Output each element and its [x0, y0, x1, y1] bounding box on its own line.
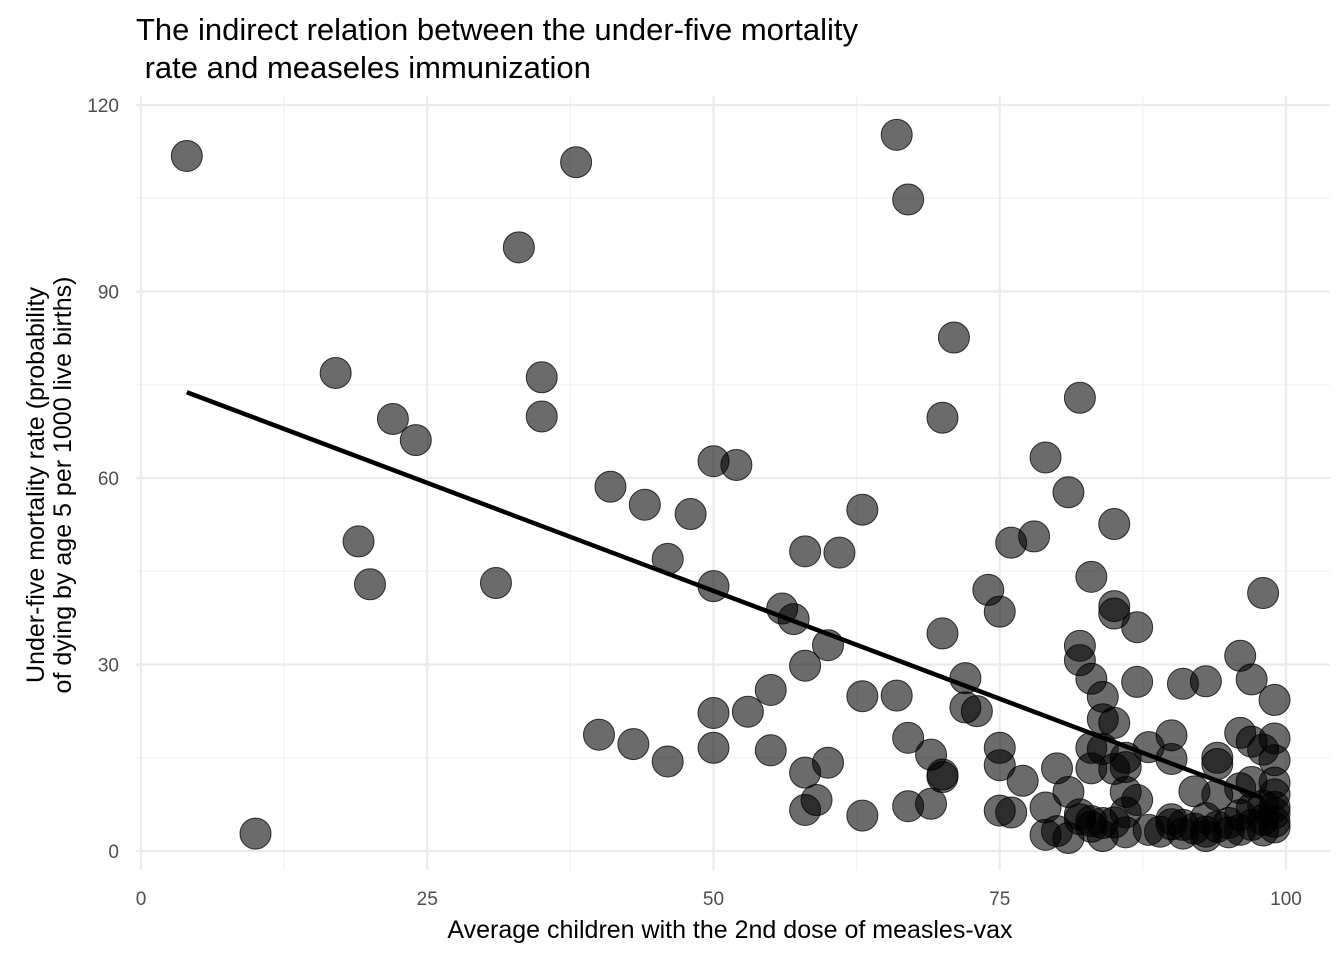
data-point: [525, 400, 558, 433]
data-point: [731, 695, 764, 728]
data-point: [983, 595, 1016, 628]
data-point: [628, 488, 661, 521]
y-tick-label: 90: [98, 283, 119, 304]
data-point: [502, 231, 535, 264]
data-point: [239, 817, 272, 850]
data-point: [880, 679, 913, 712]
y-tick-label: 60: [98, 469, 119, 490]
data-point: [754, 734, 787, 767]
data-point: [170, 139, 203, 172]
data-point: [926, 617, 959, 650]
y-tick-label: 120: [87, 96, 119, 117]
data-point: [995, 796, 1028, 829]
y-axis-label-line-1: Under-five mortality rate (probability: [22, 287, 50, 683]
data-point: [1247, 577, 1280, 610]
data-point: [789, 649, 822, 682]
data-point: [892, 183, 925, 216]
x-tick-label: 75: [989, 889, 1010, 910]
data-point: [1258, 683, 1291, 716]
data-point: [354, 568, 386, 601]
data-point: [560, 146, 593, 179]
x-axis-label: Average children with the 2nd dose of me…: [447, 916, 1013, 944]
data-point: [1258, 811, 1291, 844]
data-point: [697, 696, 730, 729]
data-point: [594, 470, 627, 503]
y-tick-label: 30: [98, 656, 119, 677]
data-point: [399, 424, 432, 457]
data-point: [319, 356, 352, 389]
trend-line: [186, 390, 1264, 801]
data-point: [1098, 508, 1131, 541]
data-point: [617, 728, 650, 761]
data-point: [1121, 611, 1154, 644]
x-tick-label: 25: [417, 889, 438, 910]
x-tick-label: 50: [703, 889, 724, 910]
data-point: [926, 761, 959, 794]
data-point: [1098, 706, 1131, 739]
data-point: [812, 746, 844, 779]
data-point: [720, 448, 753, 481]
data-point: [674, 498, 707, 531]
y-axis-label: Under-five mortality rate (probability o…: [22, 277, 77, 694]
data-point: [1052, 476, 1085, 509]
data-point: [583, 718, 615, 751]
data-point: [846, 799, 879, 832]
data-point: [1006, 764, 1039, 797]
data-point: [376, 402, 409, 435]
chart-title-line-2: rate and measeles immunization: [136, 50, 591, 85]
data-point: [823, 536, 856, 569]
data-point: [937, 321, 970, 354]
data-point: [892, 721, 925, 754]
x-tick-label: 0: [136, 889, 147, 910]
data-point: [479, 567, 512, 600]
data-point: [342, 525, 375, 558]
data-point: [697, 731, 730, 764]
data-points: [170, 118, 1291, 854]
data-point: [926, 401, 959, 434]
data-point: [789, 535, 822, 568]
data-point: [1189, 665, 1222, 698]
data-point: [651, 745, 684, 778]
data-point: [1075, 560, 1108, 593]
data-point: [1063, 381, 1096, 414]
data-point: [800, 784, 833, 817]
y-tick-label: 0: [108, 842, 119, 863]
data-point: [983, 749, 1016, 782]
data-point: [880, 118, 913, 151]
data-point: [960, 695, 993, 728]
data-point: [754, 673, 787, 706]
y-axis-ticks: 0 30 60 90 120: [87, 96, 119, 863]
data-point: [915, 787, 948, 820]
data-point: [1121, 665, 1154, 698]
data-point: [1121, 784, 1154, 817]
data-point: [525, 361, 558, 394]
y-axis-label-line-2: of dying by age 5 per 1000 live births): [49, 277, 77, 694]
data-point: [1029, 441, 1062, 474]
data-point: [846, 680, 879, 713]
x-tick-label: 100: [1270, 889, 1302, 910]
data-point: [1018, 520, 1051, 553]
x-axis-ticks: 0 25 50 75 100: [136, 889, 1302, 910]
data-point: [1235, 663, 1268, 696]
chart-title-line-1: The indirect relation between the under-…: [136, 12, 858, 47]
data-point: [846, 493, 879, 526]
